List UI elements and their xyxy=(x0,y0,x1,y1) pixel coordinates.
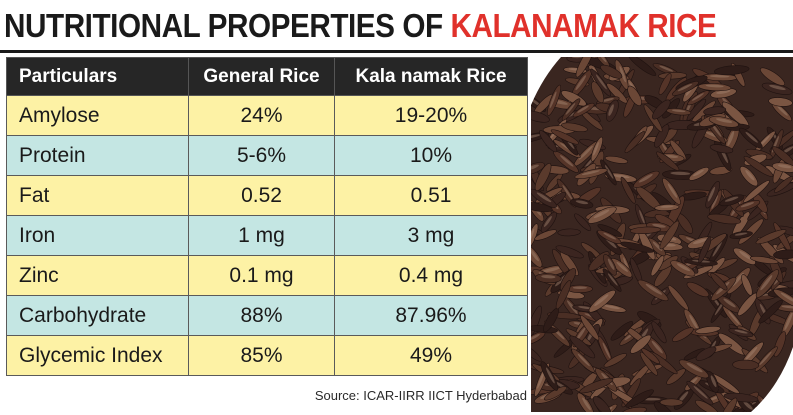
row-kalanamak-value: 87.96% xyxy=(334,295,528,336)
row-kalanamak-value: 0.4 mg xyxy=(334,255,528,296)
row-general-value: 0.52 xyxy=(188,175,335,216)
header-particulars: Particulars xyxy=(6,57,189,96)
row-general-value: 85% xyxy=(188,335,335,376)
table-row: Iron 1 mg 3 mg xyxy=(6,215,528,256)
source-credit: Source: ICAR-IIRR IICT Hyderbabad xyxy=(314,388,527,403)
title-highlight: KALANAMAK RICE xyxy=(450,7,717,44)
row-general-value: 24% xyxy=(188,95,335,136)
row-particular: Glycemic Index xyxy=(6,335,189,376)
table-row: Amylose 24% 19-20% xyxy=(6,95,528,136)
row-kalanamak-value: 0.51 xyxy=(334,175,528,216)
page-title: NUTRITIONAL PROPERTIES OF KALANAMAK RICE xyxy=(4,4,717,48)
table-header-row: Particulars General Rice Kala namak Rice xyxy=(6,57,528,96)
table-row: Glycemic Index 85% 49% xyxy=(6,335,528,376)
table-row: Protein 5-6% 10% xyxy=(6,135,528,176)
row-particular: Protein xyxy=(6,135,189,176)
row-particular: Carbohydrate xyxy=(6,295,189,336)
header-kalanamak-rice: Kala namak Rice xyxy=(334,57,528,96)
title-divider xyxy=(0,50,793,53)
table-row: Fat 0.52 0.51 xyxy=(6,175,528,216)
row-general-value: 1 mg xyxy=(188,215,335,256)
header-general-rice: General Rice xyxy=(188,57,335,96)
row-particular: Zinc xyxy=(6,255,189,296)
row-kalanamak-value: 3 mg xyxy=(334,215,528,256)
table-row: Zinc 0.1 mg 0.4 mg xyxy=(6,255,528,296)
row-general-value: 88% xyxy=(188,295,335,336)
rice-grains-image xyxy=(531,57,793,412)
rice-grains-photo xyxy=(531,57,793,412)
row-particular: Fat xyxy=(6,175,189,216)
table-row: Carbohydrate 88% 87.96% xyxy=(6,295,528,336)
row-general-value: 5-6% xyxy=(188,135,335,176)
nutrition-table: Particulars General Rice Kala namak Rice… xyxy=(6,57,528,376)
row-general-value: 0.1 mg xyxy=(188,255,335,296)
row-kalanamak-value: 49% xyxy=(334,335,528,376)
row-particular: Amylose xyxy=(6,95,189,136)
row-kalanamak-value: 19-20% xyxy=(334,95,528,136)
row-particular: Iron xyxy=(6,215,189,256)
title-text: NUTRITIONAL PROPERTIES OF xyxy=(4,7,451,44)
row-kalanamak-value: 10% xyxy=(334,135,528,176)
